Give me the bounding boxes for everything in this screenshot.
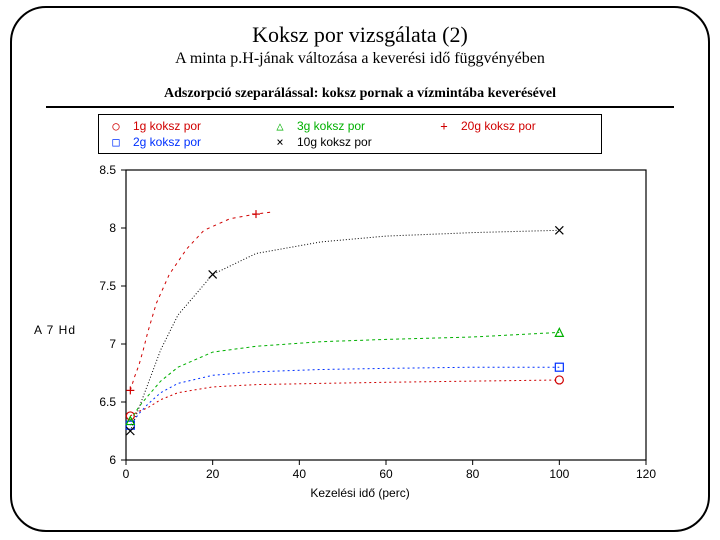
circle-icon: ○ [109,119,123,133]
legend-item: × 10g koksz por [273,135,427,149]
cross-icon: × [273,135,287,149]
svg-text:6: 6 [109,453,116,467]
legend-label: 3g koksz por [297,119,365,133]
slide: Koksz por vizsgálata (2) A minta p.H-ján… [0,0,720,540]
legend-item: □ 2g koksz por [109,135,263,149]
svg-text:0: 0 [123,467,130,481]
svg-text:7.5: 7.5 [99,279,116,293]
slide-title: Koksz por vizsgálata (2) [18,22,702,48]
legend-item: △ 3g koksz por [273,119,427,133]
legend-label: 20g koksz por [461,119,536,133]
legend-item: ○ 1g koksz por [109,119,263,133]
square-icon: □ [109,135,123,149]
svg-text:8.5: 8.5 [99,164,116,177]
svg-text:120: 120 [636,467,656,481]
legend-label: 1g koksz por [133,119,201,133]
legend-label: 10g koksz por [297,135,372,149]
svg-text:40: 40 [293,467,307,481]
x-axis-label: Kezelési idő (perc) [310,486,409,500]
legend-blank [437,135,591,149]
svg-text:60: 60 [379,467,393,481]
svg-text:7: 7 [109,337,116,351]
plus-icon: + [437,119,451,133]
legend-label: 2g koksz por [133,135,201,149]
chart-legend: ○ 1g koksz por △ 3g koksz por +20g koksz por… [98,114,602,154]
slide-subtitle: A minta p.H-jának változása a keverési i… [18,50,702,68]
divider [46,106,674,108]
y-axis-label: A 7 Hd [34,323,76,337]
triangle-icon: △ [273,119,287,133]
svg-text:80: 80 [466,467,480,481]
svg-text:6.5: 6.5 [99,395,116,409]
chart-svg: 0 20 40 60 80 100 120 6 6.5 7 7.5 8 8.5 [78,164,678,484]
legend-item: +20g koksz por [437,119,591,133]
chart-area: A 7 Hd 02040608010012066.577.588.5 Kezel… [78,164,642,496]
svg-text:20: 20 [206,467,220,481]
svg-text:8: 8 [109,221,116,235]
chart-title: Adszorpció szeparálással: koksz pornak a… [18,86,702,102]
svg-text:100: 100 [549,467,569,481]
